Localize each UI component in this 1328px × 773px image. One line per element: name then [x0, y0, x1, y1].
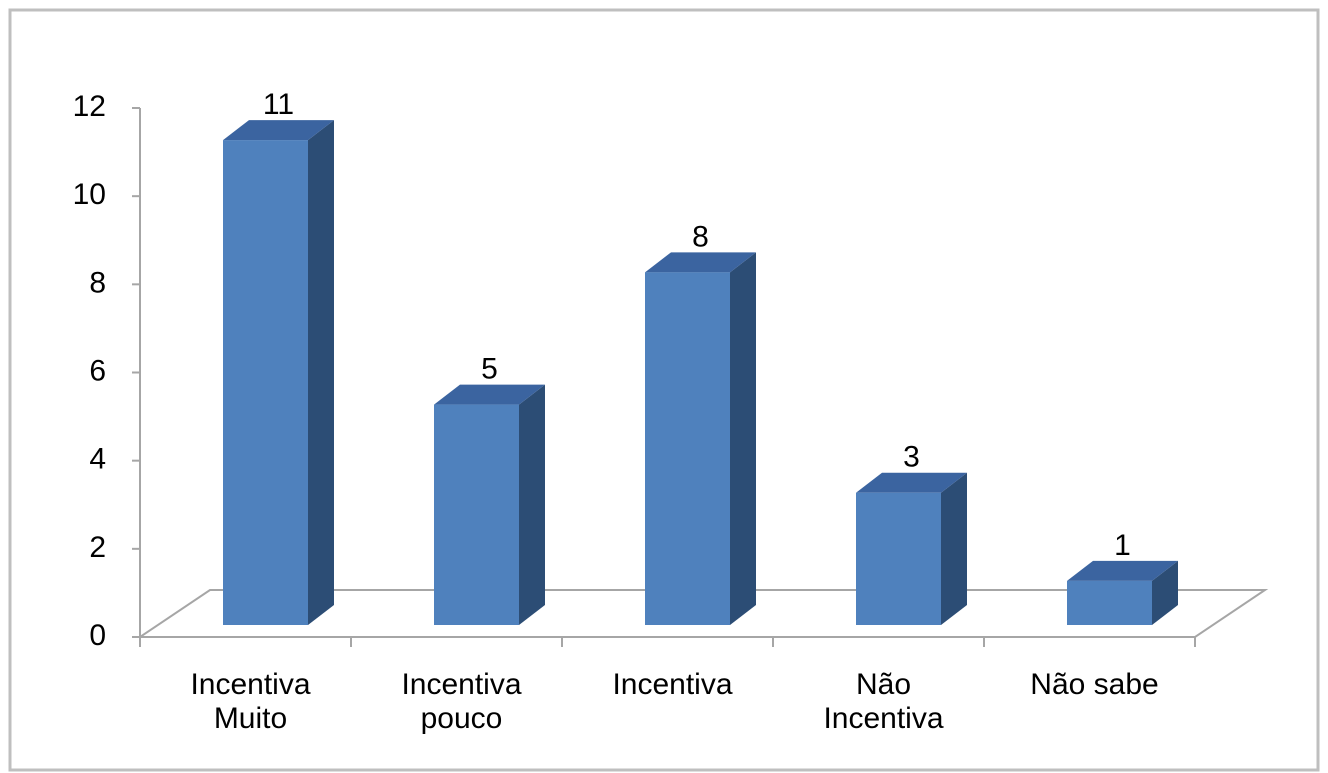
bar-side — [308, 120, 334, 625]
data-label: 11 — [263, 88, 294, 121]
data-label: 1 — [1114, 529, 1131, 562]
bar-side — [730, 252, 756, 626]
y-tick-label: 0 — [89, 619, 106, 652]
y-tick-label: 8 — [89, 266, 106, 299]
bar-top — [1067, 560, 1178, 581]
bar-top — [223, 120, 334, 141]
bar-top — [856, 472, 967, 493]
y-tick-label: 10 — [73, 178, 106, 211]
data-label: 8 — [692, 220, 709, 253]
bar — [223, 140, 308, 626]
x-tick-label: Incentiva — [612, 668, 733, 701]
data-label: 5 — [481, 353, 498, 386]
bar-side — [941, 472, 967, 625]
data-label: 3 — [903, 441, 920, 474]
bar — [856, 492, 941, 625]
bar-top — [434, 384, 545, 405]
bar-top — [645, 252, 756, 273]
x-tick-label: Não sabe — [1030, 668, 1159, 701]
x-tick-label: Incentiva Muito — [190, 668, 311, 735]
floor — [136, 589, 1269, 638]
x-tick-label: Incentiva pouco — [401, 668, 522, 735]
y-tick-label: 12 — [73, 90, 106, 123]
y-tick-label: 4 — [89, 443, 106, 476]
bar-side — [1152, 560, 1178, 625]
bar — [434, 404, 519, 625]
bar — [645, 272, 730, 625]
y-tick-label: 2 — [89, 531, 106, 564]
bar — [1067, 580, 1152, 625]
bar-side — [519, 384, 545, 625]
y-tick-label: 6 — [89, 354, 106, 387]
x-tick-label: Não Incentiva — [823, 668, 944, 735]
